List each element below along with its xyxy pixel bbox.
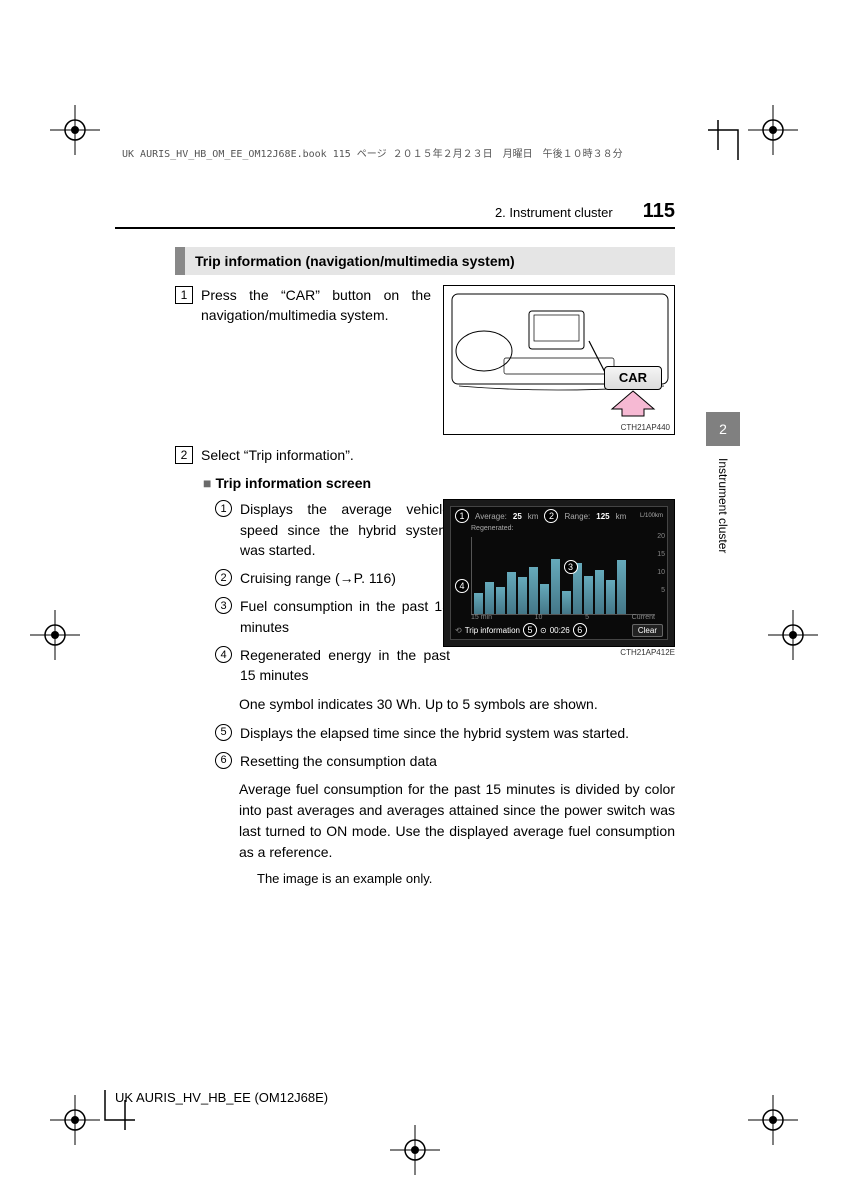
- chart-bar: [474, 593, 483, 615]
- regen-label: Regenerated:: [451, 525, 667, 532]
- bottom-label: Trip information: [465, 626, 520, 635]
- section-heading: Trip information (navigation/multimedia …: [175, 247, 675, 275]
- callout-4: 4: [455, 579, 469, 593]
- figure-screen: 1 Average: 25 km 2 Range: 125 km L/100km…: [443, 499, 675, 647]
- note-text: The image is an example only.: [257, 871, 675, 886]
- range-val: 125: [596, 512, 609, 521]
- item-4-num: 4: [215, 646, 232, 663]
- x-mid2: 5: [585, 614, 589, 621]
- chart-bar: [617, 560, 626, 614]
- elapsed-time: 00:26: [550, 626, 570, 635]
- item-5-num: 5: [215, 724, 232, 741]
- sub-heading-text: Trip information screen: [215, 475, 371, 491]
- step-1-text: Press the “CAR” button on the navigation…: [201, 285, 431, 326]
- consumption-chart: 3: [471, 537, 655, 615]
- avg-unit: km: [528, 512, 539, 521]
- crop-mark-tr: [748, 105, 798, 155]
- car-button-callout: CAR: [602, 366, 664, 416]
- item-2-num: 2: [215, 569, 232, 586]
- step-1-num: 1: [175, 286, 193, 304]
- ytick-10: 10: [657, 569, 665, 576]
- sub-heading: ■Trip information screen: [203, 475, 675, 491]
- figure2-code: CTH21AP412E: [443, 648, 675, 657]
- print-header: UK AURIS_HV_HB_OM_EE_OM12J68E.book 115 ペ…: [122, 145, 623, 160]
- chapter-label: Instrument cluster: [716, 458, 730, 553]
- chart-bar: [562, 591, 571, 614]
- x-mid: 10: [535, 614, 543, 621]
- page-header: 2. Instrument cluster 115: [115, 200, 675, 229]
- main-paragraph: Average fuel consumption for the past 15…: [239, 779, 675, 863]
- x-right: Current: [632, 614, 655, 621]
- car-button-label: CAR: [604, 366, 662, 390]
- item-3-num: 3: [215, 597, 232, 614]
- callout-3: 3: [564, 560, 578, 574]
- figure-dashboard: CAR CTH21AP440: [443, 285, 675, 435]
- crop-mark-ml: [30, 610, 80, 660]
- chart-bar: [485, 582, 494, 614]
- item-4-text: Regenerated energy in the past 15 minute…: [240, 645, 450, 686]
- callout-1: 1: [455, 509, 469, 523]
- range-unit: km: [616, 512, 627, 521]
- item-1-num: 1: [215, 500, 232, 517]
- callout-6: 6: [573, 623, 587, 637]
- item-2-text: Cruising range (→P. 116): [240, 568, 450, 588]
- step-2-num: 2: [175, 446, 193, 464]
- item-5-text: Displays the elapsed time since the hybr…: [240, 723, 629, 743]
- callout-2: 2: [544, 509, 558, 523]
- chart-bar: [551, 559, 560, 614]
- chart-bar: [540, 584, 549, 615]
- clear-button: Clear: [632, 624, 663, 637]
- corner-tr: [708, 120, 748, 160]
- section-name: 2. Instrument cluster: [495, 205, 613, 220]
- chart-bar: [606, 580, 615, 614]
- chart-bar: [518, 577, 527, 614]
- x-left: 15 min: [471, 614, 492, 621]
- item-6-text: Resetting the consumption data: [240, 751, 437, 771]
- crop-mark-br: [748, 1095, 798, 1145]
- callout-5: 5: [523, 623, 537, 637]
- chart-bar: [496, 587, 505, 615]
- crop-mark-bl: [50, 1095, 100, 1145]
- crop-mark-bc: [390, 1125, 440, 1175]
- item-6-num: 6: [215, 752, 232, 769]
- chart-bar: [507, 572, 516, 614]
- page-number: 115: [643, 200, 675, 223]
- ytick-5: 5: [661, 587, 665, 594]
- range-label: Range:: [564, 512, 590, 521]
- ytick-20: 20: [657, 533, 665, 540]
- side-tab: 2 Instrument cluster: [706, 412, 740, 553]
- step-2-text: Select “Trip information”.: [201, 445, 354, 465]
- item-3-text: Fuel consumption in the past 15 minutes: [240, 596, 450, 637]
- chart-bar: [584, 576, 593, 615]
- item-1-text: Displays the average vehicle speed since…: [240, 499, 450, 560]
- avg-label: Average:: [475, 512, 507, 521]
- crop-mark-tl: [50, 105, 100, 155]
- crop-mark-mr: [768, 610, 818, 660]
- chart-bar: [595, 570, 604, 615]
- page-content: 2. Instrument cluster 115 Trip informati…: [115, 200, 675, 886]
- avg-val: 25: [513, 512, 522, 521]
- y-unit: L/100km: [640, 513, 663, 519]
- chart-bar: [529, 567, 538, 615]
- footer: UK AURIS_HV_HB_EE (OM12J68E): [115, 1090, 328, 1105]
- figure1-code: CTH21AP440: [621, 423, 670, 432]
- item-4-note: One symbol indicates 30 Wh. Up to 5 symb…: [239, 694, 675, 715]
- chapter-num: 2: [706, 412, 740, 446]
- ytick-15: 15: [657, 551, 665, 558]
